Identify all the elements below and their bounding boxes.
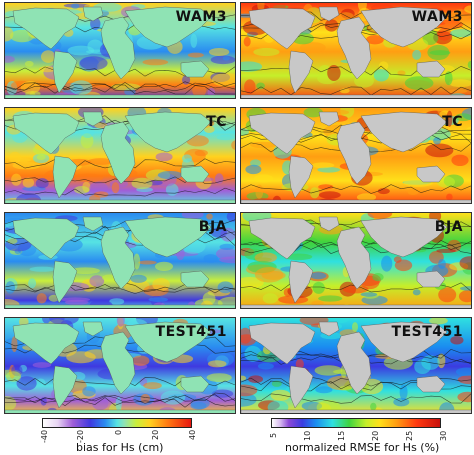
rmse-tick: 20 — [371, 430, 380, 441]
bias-tick: 20 — [151, 429, 160, 440]
panel-label: BJA — [198, 219, 227, 235]
panel-label: BJA — [434, 219, 463, 235]
panel-label: TEST451 — [155, 324, 227, 340]
bias-map-image — [5, 213, 235, 308]
panel-label: TC — [442, 114, 463, 130]
rmse-map-image — [241, 213, 471, 308]
bias-tick: -40 — [40, 429, 49, 443]
rmse-map-bja: BJA — [240, 212, 472, 309]
rmse-map-image — [241, 108, 471, 203]
bias-map-wam3: WAM3 — [4, 2, 236, 99]
bias-map-test451: TEST451 — [4, 317, 236, 414]
rmse-colorbar — [271, 418, 441, 428]
panel-label: WAM3 — [411, 9, 463, 25]
rmse-tick: 10 — [303, 430, 312, 441]
rmse-map-image — [241, 3, 471, 98]
bias-map-image — [5, 3, 235, 98]
panel-label: TC — [206, 114, 227, 130]
rmse-map-wam3: WAM3 — [240, 2, 472, 99]
panel-label: WAM3 — [175, 9, 227, 25]
bias-colorbar-title: bias for Hs (cm) — [76, 441, 164, 454]
rmse-tick: 15 — [337, 430, 346, 441]
bias-colorbar — [42, 418, 192, 428]
bias-tick: 0 — [114, 429, 123, 435]
panel-label: TEST451 — [391, 324, 463, 340]
bias-map-image — [5, 318, 235, 413]
rmse-colorbar-title: normalized RMSE for Hs (%) — [285, 441, 440, 454]
rmse-tick: 5 — [269, 432, 278, 438]
bias-map-bja: BJA — [4, 212, 236, 309]
bias-tick: 40 — [188, 429, 197, 440]
rmse-map-tc: TC — [240, 107, 472, 204]
rmse-tick: 25 — [405, 430, 414, 441]
rmse-map-image — [241, 318, 471, 413]
bias-map-tc: TC — [4, 107, 236, 204]
bias-map-image — [5, 108, 235, 203]
rmse-map-test451: TEST451 — [240, 317, 472, 414]
rmse-tick: 30 — [439, 430, 448, 441]
